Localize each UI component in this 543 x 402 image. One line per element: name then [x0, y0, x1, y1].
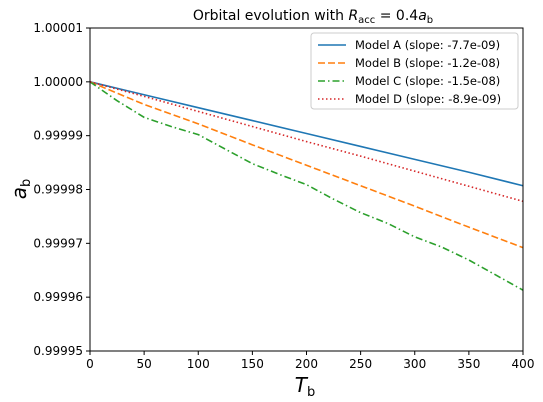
x-axis-label-sub: b [307, 385, 315, 400]
x-tick-label: 400 [512, 357, 535, 371]
x-tick-label: 200 [295, 357, 318, 371]
x-tick-label: 250 [349, 357, 372, 371]
y-tick-label: 0.99997 [33, 236, 83, 250]
y-axis-ticks: 0.99995 0.99996 0.99997 0.99998 0.99999 1.000… [33, 21, 90, 358]
y-tick-label: 0.99995 [33, 344, 83, 358]
x-axis-label-main: T [295, 373, 309, 397]
series-line-model-a [89, 81, 524, 187]
series-line-model-d [89, 81, 524, 203]
series-line-model-c [89, 81, 524, 291]
x-tick-label: 100 [187, 357, 210, 371]
y-axis-label-sub: b [19, 179, 34, 187]
legend-items: Model A (slope: -7.7e-09) Model B (slope:… [318, 38, 501, 106]
x-tick-label: 0 [86, 357, 94, 371]
legend-label: Model D (slope: -8.9e-09) [355, 92, 501, 106]
series-layer [89, 81, 524, 291]
legend-label: Model A (slope: -7.7e-09) [355, 38, 500, 52]
chart-title: Orbital evolution with Racc = 0.4ab [193, 8, 433, 26]
title-a-main: a [418, 8, 427, 24]
x-tick-label: 350 [457, 357, 480, 371]
plot-area: 0 50 100 150 200 250 300 350 400 0.999950.999960… [33, 21, 534, 371]
y-tick-label: 0.99999 [33, 129, 83, 143]
y-tick-label: 0.99996 [33, 290, 83, 304]
y-tick-label: 0.99998 [33, 183, 83, 197]
x-tick-label: 50 [136, 357, 151, 371]
title-r-main: R [348, 8, 358, 24]
x-axis-label: Tb [295, 373, 315, 400]
title-r-sub: acc [358, 15, 375, 26]
x-tick-label: 300 [403, 357, 426, 371]
y-tick-label: 1.00001 [33, 21, 83, 35]
y-axis-label: ab [7, 179, 34, 200]
x-axis-ticks: 0 50 100 150 200 250 300 350 400 [86, 351, 534, 371]
title-prefix: Orbital evolution with [193, 8, 349, 24]
title-middle: = 0.4 [375, 8, 418, 24]
y-axis-label-main: a [7, 187, 31, 199]
legend-box [310, 32, 519, 110]
chart-legend: Model A (slope: -7.7e-09) Model B (slope:… [310, 32, 519, 110]
legend-label: Model B (slope: -1.2e-08) [355, 56, 500, 70]
y-tick-label: 1.00000 [33, 75, 83, 89]
x-tick-label: 150 [241, 357, 264, 371]
legend-label: Model C (slope: -1.5e-08) [355, 74, 500, 88]
series-line-model-b [89, 81, 524, 249]
title-a-sub: b [427, 15, 433, 26]
